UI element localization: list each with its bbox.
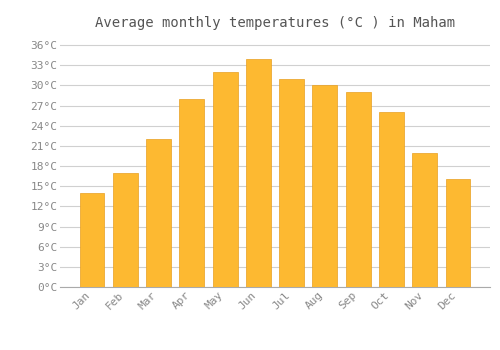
Bar [80, 193, 104, 287]
Bar [346, 92, 370, 287]
Bar [113, 173, 138, 287]
Bar [246, 58, 271, 287]
Bar [312, 85, 338, 287]
Bar [180, 99, 204, 287]
Bar [379, 112, 404, 287]
Title: Average monthly temperatures (°C ) in Maham: Average monthly temperatures (°C ) in Ma… [95, 16, 455, 30]
Bar [212, 72, 238, 287]
Bar [412, 153, 437, 287]
Bar [446, 180, 470, 287]
Bar [146, 139, 171, 287]
Bar [279, 79, 304, 287]
